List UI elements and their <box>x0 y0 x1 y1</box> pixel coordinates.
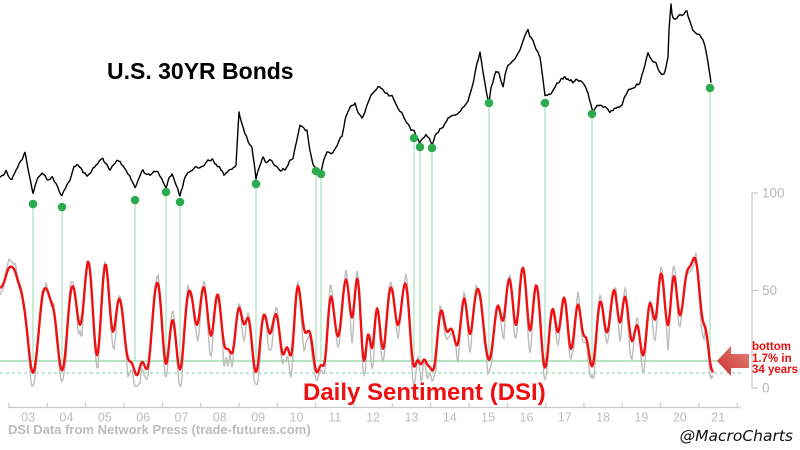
x-axis-label: 06 <box>136 410 150 424</box>
x-axis-label: 21 <box>711 410 725 424</box>
annotation-line-1: bottom <box>752 341 791 353</box>
x-axis-label: 14 <box>443 410 457 424</box>
x-axis-label: 17 <box>558 410 572 424</box>
bottom-marker-dot <box>705 83 715 93</box>
bottom-marker-dot <box>28 199 38 209</box>
x-axis-label: 13 <box>405 410 419 424</box>
x-axis-label: 20 <box>673 410 687 424</box>
x-axis-label: 03 <box>21 410 35 424</box>
dsi-axis: 100 50 0 <box>751 186 785 396</box>
chart-title: U.S. 30YR Bonds <box>107 58 294 84</box>
bottom-marker-dot <box>130 195 140 205</box>
bottom-marker-dot <box>415 142 425 152</box>
watermark-handle: @MacroCharts <box>679 427 793 445</box>
x-axis-label: 05 <box>98 410 112 424</box>
data-source-note: DSI Data from Network Press (trade-futur… <box>8 422 311 437</box>
bottom-marker-dot <box>540 98 550 108</box>
bottom-marker-dot <box>587 109 597 119</box>
dsi-axis-label: 50 <box>762 283 777 298</box>
annotation-line-2: 1.7% in <box>752 352 792 365</box>
x-axis: 03 04 05 06 07 08 09 10 11 12 13 14 15 16 17 18 19 20 21 <box>8 403 741 424</box>
bottom-marker-dot <box>57 202 67 212</box>
bottom-marker-dot <box>409 133 419 143</box>
bottom-marker-dot <box>161 187 171 197</box>
bottom-annotation: bottom 1.7% in 34 years <box>752 341 799 377</box>
x-axis-label: 09 <box>251 410 265 424</box>
bottom-marker-dot <box>251 179 261 189</box>
x-axis-label: 12 <box>366 410 380 424</box>
bottom-marker-dot <box>484 98 494 108</box>
x-axis-label: 10 <box>290 410 304 424</box>
x-axis-label: 19 <box>634 410 648 424</box>
x-axis-label: 16 <box>520 410 534 424</box>
x-axis-label: 11 <box>328 410 341 424</box>
dsi-axis-label: 100 <box>762 186 785 201</box>
x-axis-label: 08 <box>213 410 227 424</box>
bottom-marker-dot <box>427 143 437 153</box>
dsi-raw-line <box>0 252 714 387</box>
x-axis-label: 07 <box>175 410 189 424</box>
bonds-price-line <box>0 3 712 197</box>
bottom-marker-dot <box>175 197 185 207</box>
bottom-arrow-icon <box>717 346 749 376</box>
annotation-line-3: 34 years <box>752 364 799 376</box>
x-axis-label: 18 <box>596 410 610 424</box>
dsi-smoothed-line <box>0 256 715 377</box>
x-axis-label: 04 <box>60 410 74 424</box>
bottom-marker-dot <box>316 169 326 179</box>
dsi-series-label: Daily Sentiment (DSI) <box>303 379 546 406</box>
x-axis-label: 15 <box>481 410 495 424</box>
bottom-markers <box>28 83 715 212</box>
dsi-axis-label: 0 <box>762 381 770 396</box>
